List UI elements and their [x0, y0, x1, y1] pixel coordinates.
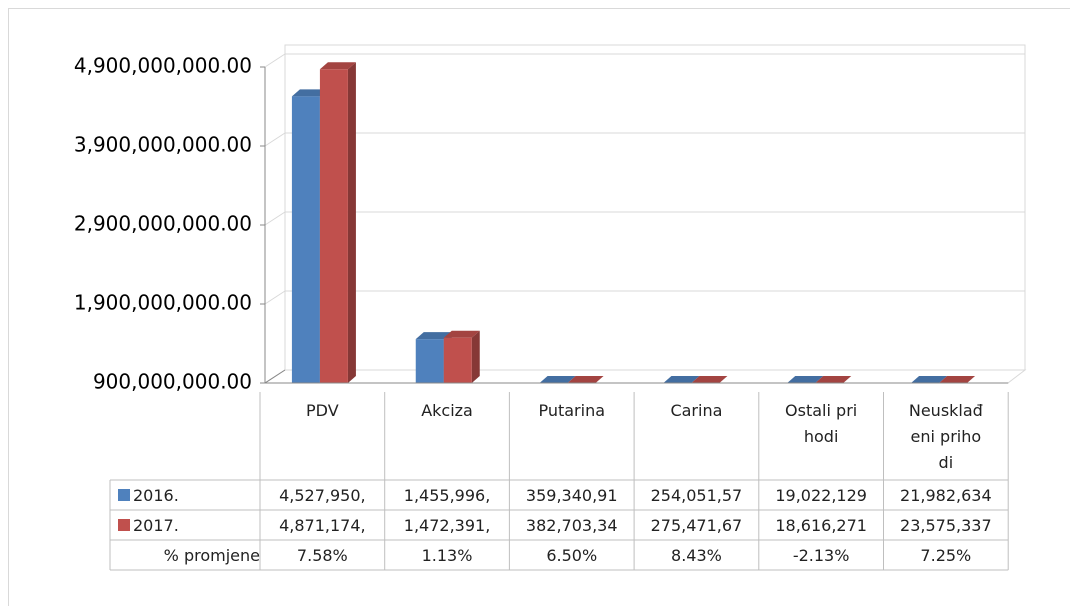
legend-entry: 2016.	[110, 480, 260, 510]
bar-face	[415, 339, 444, 383]
legend-label: 2016.	[133, 486, 179, 505]
bar	[443, 330, 480, 383]
table-value: 7.25%	[920, 546, 972, 565]
table-value: 4,871,174,	[279, 516, 366, 535]
y-tick-label: 2,900,000,000.00	[74, 212, 252, 236]
bar-face	[319, 62, 356, 70]
bar-face	[443, 337, 472, 383]
category-label: PDV	[306, 401, 339, 420]
bar-face	[567, 376, 604, 383]
bar	[787, 376, 824, 383]
table-value: 18,616,271	[775, 516, 867, 535]
bar	[539, 376, 576, 383]
table-value: 275,471,67	[650, 516, 743, 535]
table-value: 254,051,57	[650, 486, 743, 505]
bar-face	[911, 376, 948, 383]
bar	[815, 376, 852, 383]
table-value: 359,340,91	[525, 486, 618, 505]
grid-line	[264, 53, 1025, 68]
bar-face	[347, 62, 356, 383]
bar-face	[415, 332, 452, 340]
table-value: 382,703,34	[525, 516, 618, 535]
table-value: 6.50%	[546, 546, 598, 565]
category-label: Akciza	[421, 401, 473, 420]
bar-face	[787, 376, 824, 383]
legend-swatch	[118, 519, 130, 531]
bar-face	[691, 376, 728, 383]
bar-face	[291, 89, 328, 97]
bar	[319, 62, 356, 383]
bar-face	[291, 96, 320, 383]
bar	[939, 376, 976, 383]
bar-face	[939, 376, 976, 383]
y-tick-label: 4,900,000,000.00	[74, 54, 252, 78]
category-label: Neusklađeni prihodi	[908, 401, 983, 472]
category-label: Carina	[670, 401, 723, 420]
floor	[263, 369, 1027, 384]
table-value: 1,472,391,	[403, 516, 491, 535]
y-tick-label: 900,000,000.00	[93, 370, 252, 394]
category-label: Putarina	[538, 401, 606, 420]
y-tick-label: 1,900,000,000.00	[74, 291, 252, 315]
legend-label: 2017.	[133, 516, 179, 535]
table-value: 7.58%	[296, 546, 348, 565]
bar	[691, 376, 728, 383]
bar-face	[663, 376, 700, 383]
bar	[911, 376, 948, 383]
bar-face	[539, 376, 576, 383]
table-value: 23,575,337	[900, 516, 992, 535]
table-value: -2.13%	[792, 546, 850, 565]
bar	[567, 376, 604, 383]
bar	[663, 376, 700, 383]
bar-face	[443, 330, 480, 338]
category-label: Ostali prihodi	[785, 401, 858, 446]
table-value: 4,527,950,	[279, 486, 366, 505]
table-value: 19,022,129	[775, 486, 867, 505]
grid-line	[264, 211, 1025, 226]
grid-line	[264, 369, 1025, 384]
table-value: 21,982,634	[900, 486, 992, 505]
bar-face	[471, 330, 480, 383]
table-value: 8.43%	[671, 546, 722, 565]
bar-face	[815, 376, 852, 383]
table-value: 1,455,996,	[403, 486, 491, 505]
chart-border	[8, 8, 1070, 606]
x-axis	[264, 369, 286, 384]
y-tick-label: 3,900,000,000.00	[74, 133, 252, 157]
row-label: % promjene	[163, 546, 260, 565]
table-value: 1.13%	[421, 546, 473, 565]
legend-swatch	[118, 489, 130, 501]
back-wall	[284, 44, 1026, 371]
legend-entry: 2017.	[110, 510, 260, 540]
bar-face	[319, 69, 348, 383]
grid-line	[264, 132, 1025, 147]
grid-line	[264, 290, 1025, 305]
